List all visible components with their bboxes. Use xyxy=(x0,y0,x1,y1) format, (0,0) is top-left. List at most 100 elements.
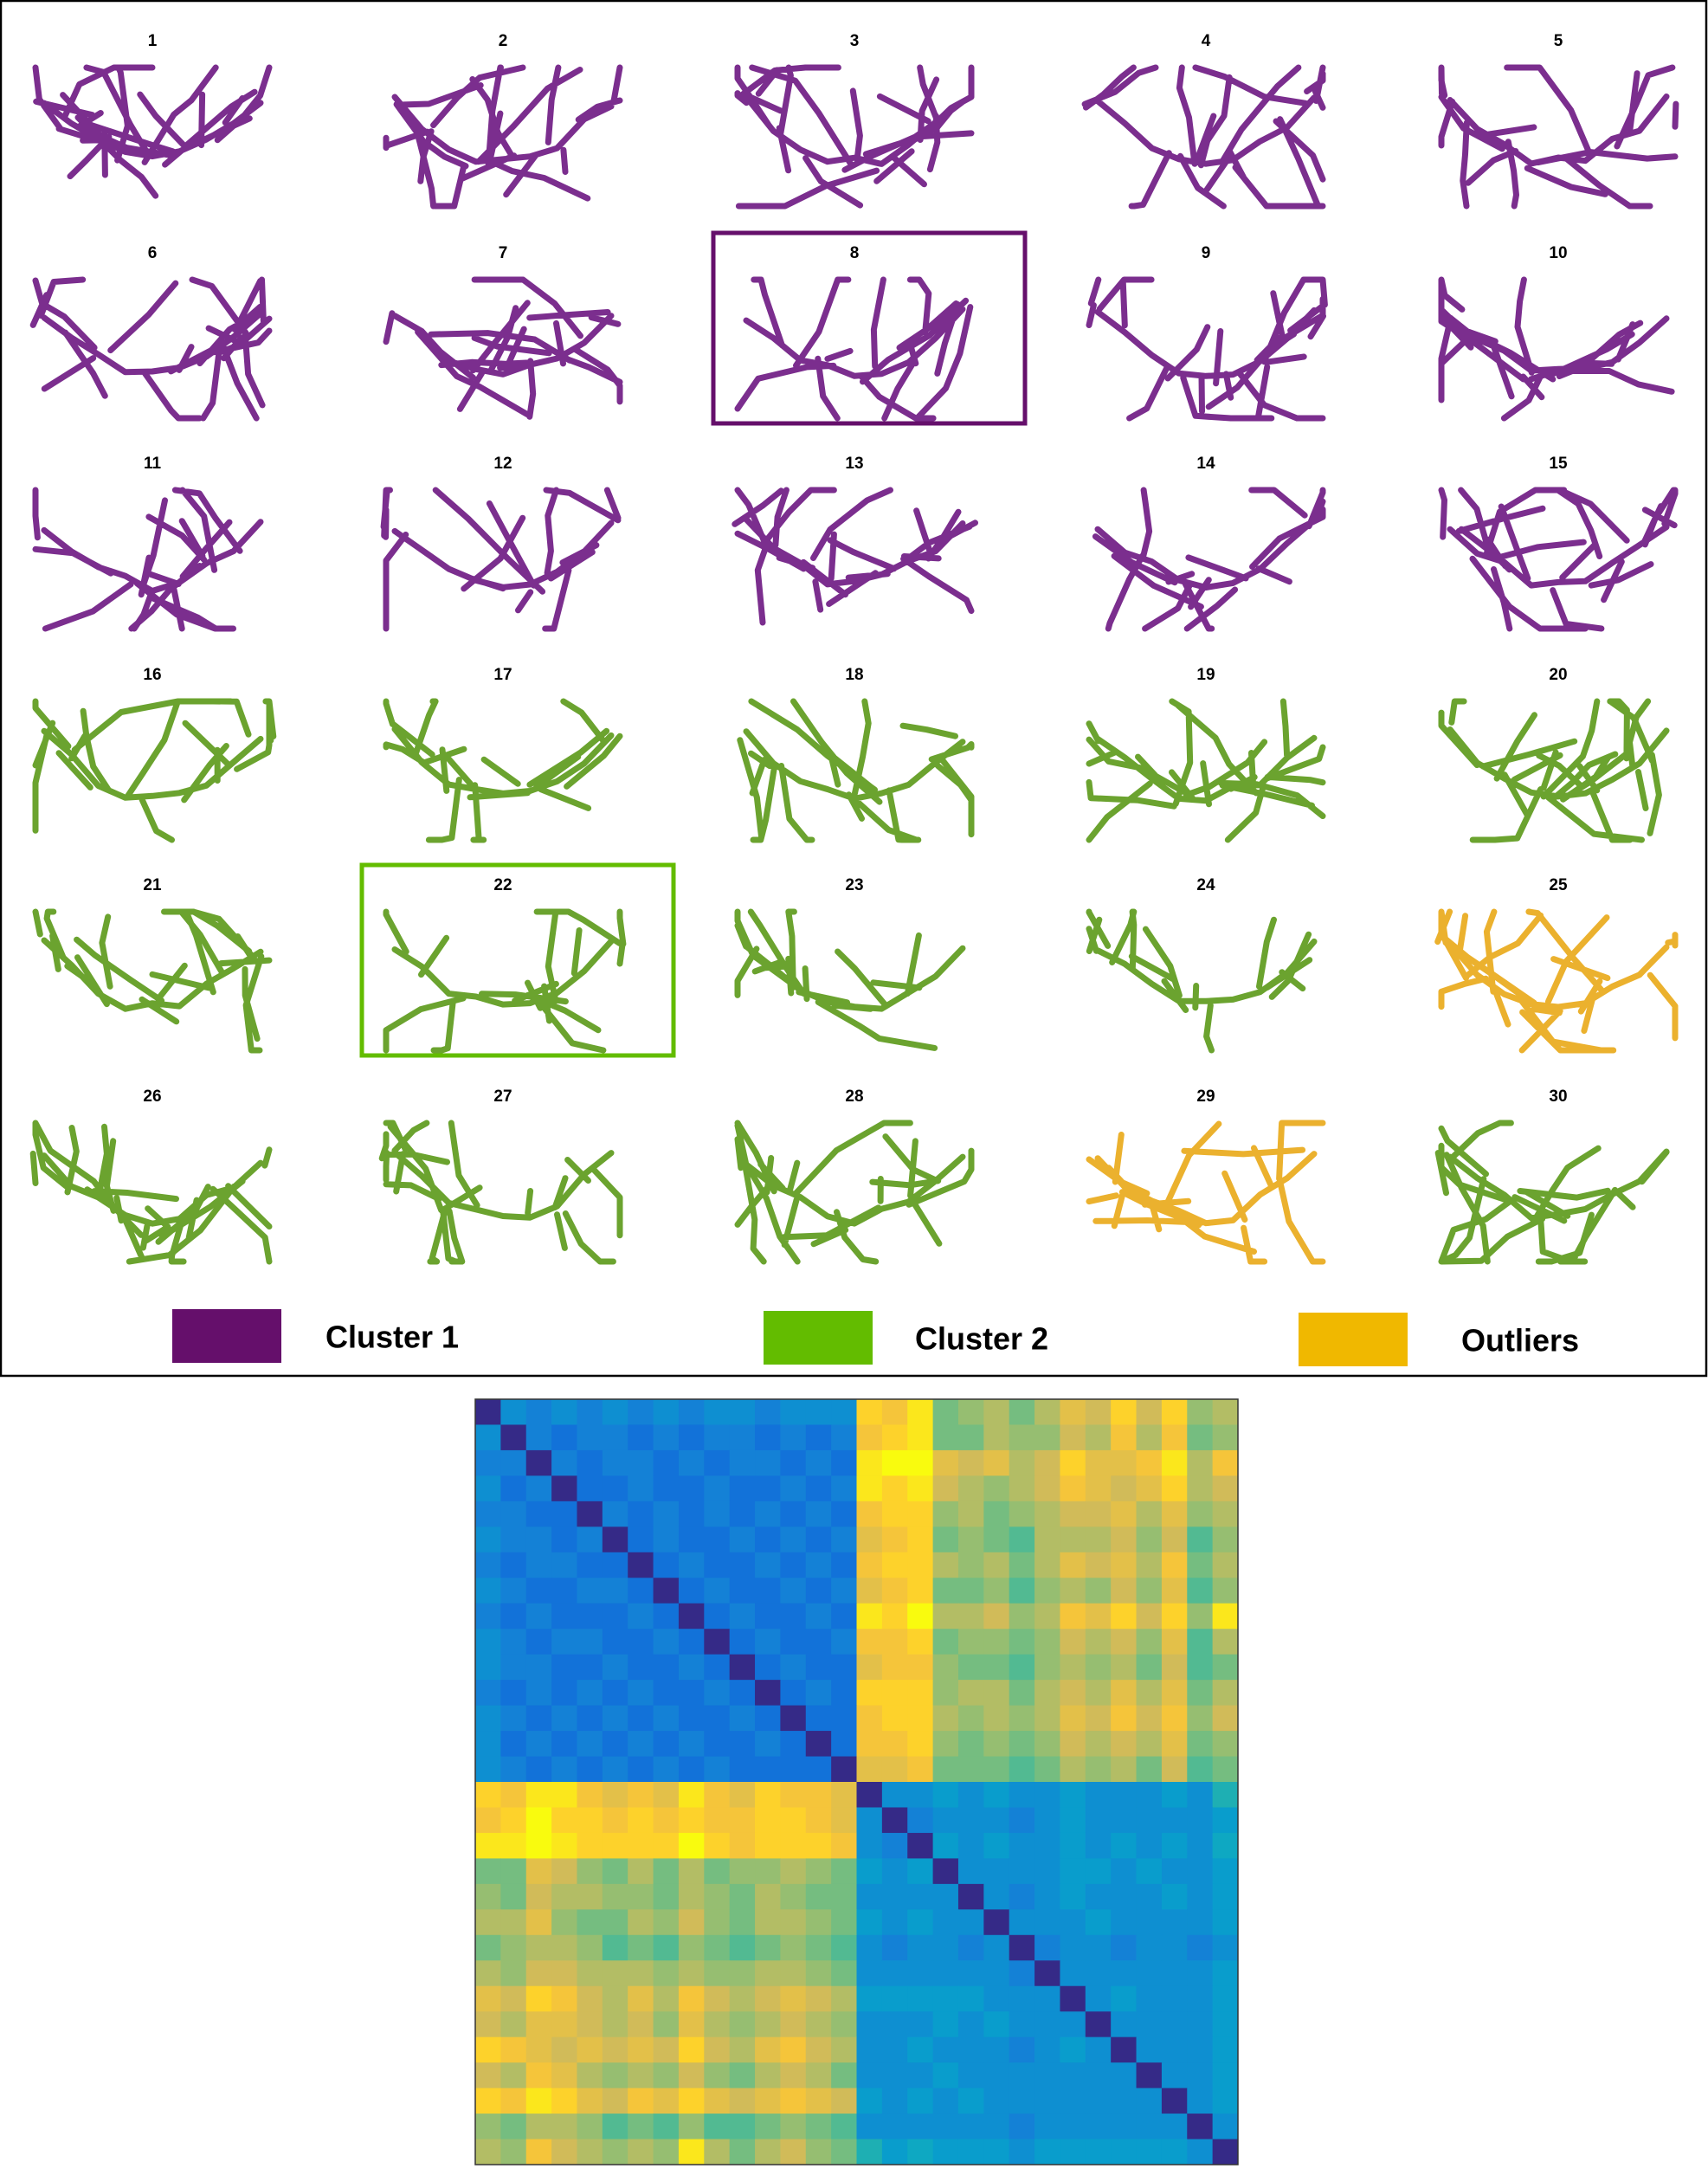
heatmap-cell xyxy=(1136,1475,1163,1502)
heatmap-cell xyxy=(551,1449,577,1476)
heatmap-cell xyxy=(983,2088,1010,2114)
heatmap-cell xyxy=(1187,1731,1214,1758)
heatmap-cell xyxy=(907,1603,934,1630)
heatmap-cell xyxy=(577,1807,603,1834)
tree-sketch xyxy=(32,487,264,632)
heatmap-cell xyxy=(780,1960,807,1987)
heatmap-cell xyxy=(525,1424,552,1451)
heatmap-cell xyxy=(475,2088,501,2114)
heatmap-cell xyxy=(1009,1449,1035,1476)
heatmap-cell xyxy=(1111,2139,1138,2165)
heatmap-cell xyxy=(602,1552,628,1578)
frame xyxy=(0,0,1708,1378)
heatmap-cell xyxy=(1034,1985,1060,2012)
heatmap-cell xyxy=(1161,1680,1188,1707)
heatmap-cell xyxy=(755,2036,781,2063)
panel-label: 13 xyxy=(845,455,863,473)
heatmap-cell xyxy=(475,1858,501,1885)
heatmap-cell xyxy=(1136,2088,1163,2114)
heatmap-cell xyxy=(1034,1654,1060,1681)
heatmap-cell xyxy=(500,2088,527,2114)
heatmap-cell xyxy=(678,2114,705,2140)
heatmap-cell xyxy=(704,1399,731,1425)
heatmap-cell xyxy=(780,1578,807,1604)
heatmap-cell xyxy=(500,2011,527,2038)
heatmap-cell xyxy=(805,2139,832,2165)
heatmap-cell xyxy=(1060,1909,1086,1936)
heatmap-cell xyxy=(577,1960,603,1987)
heatmap-cell xyxy=(628,1501,654,1527)
heatmap-cell xyxy=(755,1807,781,1834)
heatmap-cell xyxy=(1111,1832,1138,1859)
heatmap-cell xyxy=(907,1909,934,1936)
heatmap-cell xyxy=(1060,1832,1086,1859)
heatmap-cell xyxy=(831,1578,857,1604)
heatmap-cell xyxy=(881,1756,908,1783)
heatmap-cell xyxy=(653,1424,680,1451)
heatmap-cell xyxy=(551,1475,577,1502)
heatmap-cell xyxy=(755,1424,781,1451)
tree-sketch xyxy=(1434,908,1679,1054)
heatmap-cell xyxy=(602,1501,628,1527)
heatmap-cell xyxy=(628,1782,654,1808)
heatmap-cell xyxy=(577,1705,603,1732)
heatmap-cell xyxy=(1009,1654,1035,1681)
heatmap-cell xyxy=(932,2011,959,2038)
heatmap-cell xyxy=(475,2139,501,2165)
heatmap-cell xyxy=(780,1756,807,1783)
heatmap-cell xyxy=(932,1399,959,1425)
heatmap-cell xyxy=(628,1832,654,1859)
heatmap-cell xyxy=(856,1731,883,1758)
heatmap-cell xyxy=(831,2011,857,2038)
heatmap-cell xyxy=(678,1756,705,1783)
heatmap-cell xyxy=(1034,1526,1060,1553)
heatmap-cell xyxy=(602,1629,628,1655)
panel-label: 19 xyxy=(1196,666,1215,684)
heatmap-cell xyxy=(628,1449,654,1476)
heatmap-cell xyxy=(1187,1501,1214,1527)
heatmap-cell xyxy=(525,1449,552,1476)
heatmap-cell xyxy=(1009,1424,1035,1451)
heatmap-cell xyxy=(1212,1424,1239,1451)
heatmap-cell xyxy=(678,1883,705,1910)
heatmap-cell xyxy=(729,2062,756,2089)
heatmap-cell xyxy=(1136,1654,1163,1681)
heatmap-cell xyxy=(755,1858,781,1885)
heatmap-cell xyxy=(1187,1475,1214,1502)
heatmap-cell xyxy=(1085,2011,1112,2038)
heatmap-cell xyxy=(881,1501,908,1527)
heatmap-cell xyxy=(1136,1858,1163,1885)
heatmap-cell xyxy=(1060,1883,1086,1910)
heatmap-cell xyxy=(1212,2139,1239,2165)
panel-label: 28 xyxy=(845,1088,863,1106)
heatmap-cell xyxy=(780,1705,807,1732)
legend-label: Cluster 2 xyxy=(915,1321,1048,1357)
heatmap-cell xyxy=(577,2011,603,2038)
heatmap-cell xyxy=(678,2011,705,2038)
heatmap-cell xyxy=(525,2139,552,2165)
heatmap-cell xyxy=(1034,1552,1060,1578)
heatmap-cell xyxy=(475,1705,501,1732)
heatmap-cell xyxy=(1060,1654,1086,1681)
heatmap-cell xyxy=(983,2062,1010,2089)
heatmap-cell xyxy=(628,1629,654,1655)
heatmap-cell xyxy=(704,1909,731,1936)
heatmap-cell xyxy=(1187,1858,1214,1885)
heatmap-cell xyxy=(755,1909,781,1936)
heatmap-cell xyxy=(881,1807,908,1834)
heatmap-cell xyxy=(602,1832,628,1859)
heatmap-cell xyxy=(729,1449,756,1476)
heatmap-cell xyxy=(755,1578,781,1604)
heatmap-cell xyxy=(881,1960,908,1987)
heatmap-cell xyxy=(577,1654,603,1681)
heatmap-cell xyxy=(577,1501,603,1527)
panel-label: 29 xyxy=(1196,1088,1215,1106)
heatmap-cell xyxy=(500,1526,527,1553)
legend-swatch xyxy=(764,1311,873,1365)
heatmap-cell xyxy=(678,1501,705,1527)
heatmap-cell xyxy=(1187,2011,1214,2038)
heatmap-cell xyxy=(577,1603,603,1630)
heatmap-cell xyxy=(551,1680,577,1707)
heatmap-cell xyxy=(1060,1603,1086,1630)
panel-label: 17 xyxy=(493,666,512,684)
